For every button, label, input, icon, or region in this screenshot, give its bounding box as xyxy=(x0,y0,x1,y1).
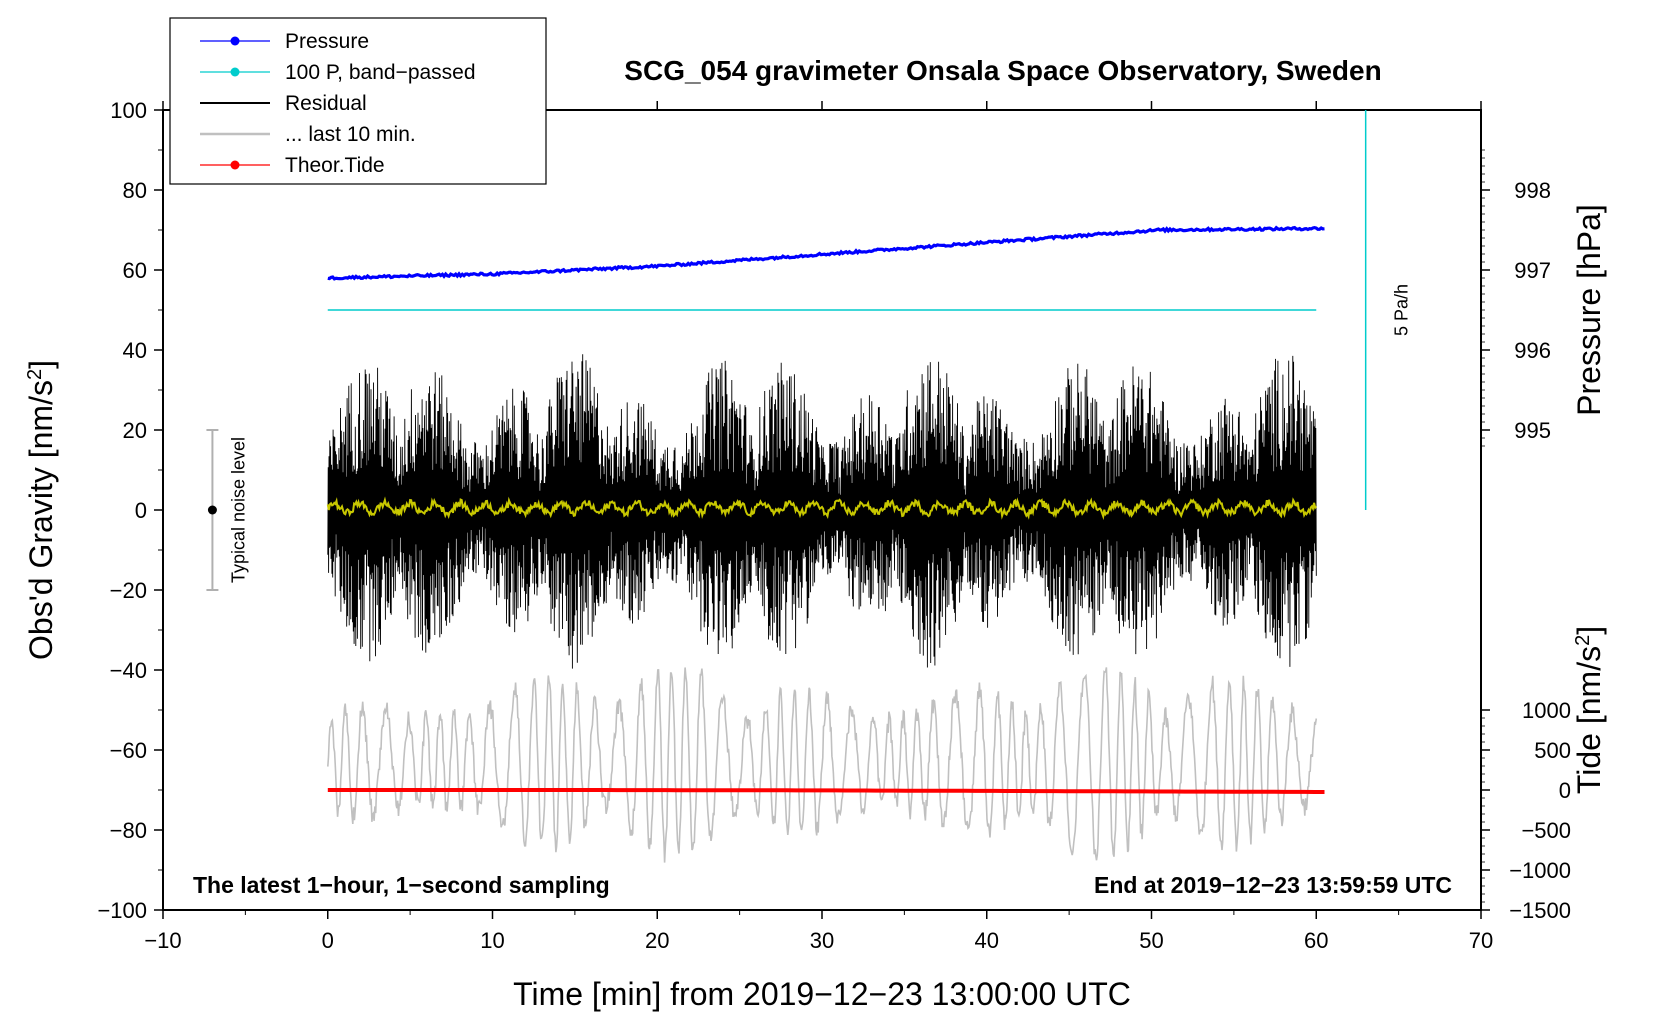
tide-tick-label-2: 0 xyxy=(1559,778,1571,803)
x-tick-label-6: 50 xyxy=(1139,928,1163,953)
noise-and-scale: Typical noise level 5 Pa/h xyxy=(206,110,1412,591)
pressure-tick-label-1: 997 xyxy=(1514,258,1551,283)
x-tick-label-0: −10 xyxy=(144,928,181,953)
y-tick-label-6: −20 xyxy=(110,578,147,603)
legend-box xyxy=(169,17,547,185)
x-tick-label-1: 0 xyxy=(322,928,334,953)
x-tick-label-7: 60 xyxy=(1304,928,1328,953)
legend: Pressure 100 P, band−passed Residual ... la… xyxy=(169,17,547,185)
axis-ticks: −10 0 10 20 30 40 50 60 70100806040200−20−40−60−… xyxy=(97,98,1571,953)
x-tick-label-3: 20 xyxy=(645,928,669,953)
pressure-tick-label-0: 998 xyxy=(1514,178,1551,203)
y-label-left-main: Obs'd Gravity [nm/s xyxy=(23,380,59,660)
y-axis-label-pressure: Pressure [hPa] xyxy=(1571,204,1607,416)
x-axis-label: Time [min] from 2019−12−23 13:00:00 UTC xyxy=(513,976,1131,1012)
legend-marker-4 xyxy=(230,160,240,170)
series-theor-tide xyxy=(327,788,1325,794)
tide-tick-label-3: −500 xyxy=(1521,818,1571,843)
y-label-tide-main: Tide [nm/s xyxy=(1571,646,1607,794)
y-tick-label-7: −40 xyxy=(110,658,147,683)
y-tick-label-10: −100 xyxy=(97,898,147,923)
legend-label-4: Theor.Tide xyxy=(285,154,385,177)
y-tick-label-0: 100 xyxy=(110,98,147,123)
y-axis-label-tide: Tide [nm/s2] xyxy=(1571,626,1607,794)
series-last-10-min xyxy=(327,667,1318,863)
annotation-right: End at 2019−12−23 13:59:59 UTC xyxy=(1094,872,1452,898)
y-tick-label-4: 20 xyxy=(123,418,147,443)
y-tick-label-2: 60 xyxy=(123,258,147,283)
legend-label-0: Pressure xyxy=(285,30,369,53)
legend-label-1: 100 P, band−passed xyxy=(285,61,476,84)
legend-entries: Pressure 100 P, band−passed Residual ... la… xyxy=(200,30,476,177)
legend-marker-0 xyxy=(230,36,240,46)
y-tick-label-1: 80 xyxy=(123,178,147,203)
x-tick-label-8: 70 xyxy=(1469,928,1493,953)
y-label-left-end: ] xyxy=(23,360,59,369)
y-label-tide-sup: 2 xyxy=(1572,635,1594,646)
tide-tick-label-1: 500 xyxy=(1534,738,1571,763)
y-tick-label-5: 0 xyxy=(135,498,147,523)
annotation-left: The latest 1−hour, 1−second sampling xyxy=(193,872,610,898)
x-tick-label-2: 10 xyxy=(480,928,504,953)
y-axis-label-left: Obs'd Gravity [nm/s2] xyxy=(23,360,59,660)
y-label-left-sup: 2 xyxy=(24,369,46,380)
noise-bar-dot xyxy=(207,505,217,515)
legend-marker-1 xyxy=(230,67,240,77)
noise-bar-label: Typical noise level xyxy=(228,437,248,583)
series-residual xyxy=(327,354,1317,669)
y-label-tide-end: ] xyxy=(1571,626,1607,635)
y-tick-label-3: 40 xyxy=(123,338,147,363)
x-tick-label-5: 40 xyxy=(975,928,999,953)
pressure-tick-label-3: 995 xyxy=(1514,418,1551,443)
tide-tick-label-0: 1000 xyxy=(1522,698,1571,723)
series-pressure xyxy=(327,225,1325,281)
series-group xyxy=(326,225,1325,863)
pressure-tick-label-2: 996 xyxy=(1514,338,1551,363)
series-smoothed-residual xyxy=(326,496,1318,521)
tide-tick-label-4: −1000 xyxy=(1509,858,1571,883)
tide-tick-label-5: −1500 xyxy=(1509,898,1571,923)
y-tick-label-9: −80 xyxy=(110,818,147,843)
scale-bar-label: 5 Pa/h xyxy=(1392,284,1412,336)
chart-title: SCG_054 gravimeter Onsala Space Observat… xyxy=(624,55,1381,86)
legend-label-2: Residual xyxy=(285,92,367,115)
x-tick-label-4: 30 xyxy=(810,928,834,953)
legend-label-3: ... last 10 min. xyxy=(285,123,416,146)
y-tick-label-8: −60 xyxy=(110,738,147,763)
